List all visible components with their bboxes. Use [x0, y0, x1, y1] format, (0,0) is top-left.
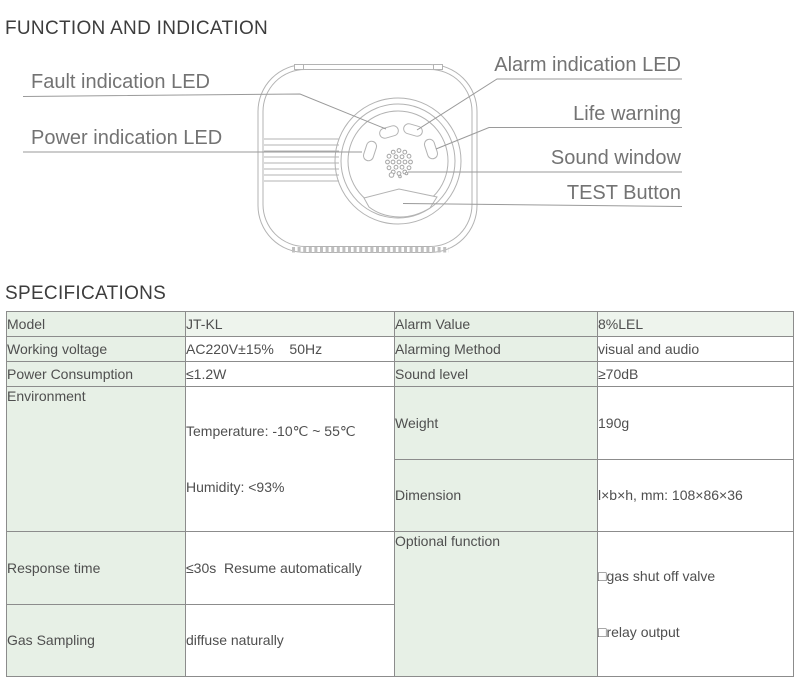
spec-alarming-method-label: Alarming Method	[394, 336, 598, 362]
spec-environment-temperature: Temperature: -10℃ ~ 55℃	[186, 423, 356, 439]
alarm-callout-line	[416, 78, 682, 131]
section-specifications-title: SPECIFICATIONS	[5, 283, 167, 304]
spec-weight-label: Weight	[394, 386, 598, 460]
life-warning-label: Life warning	[573, 103, 681, 125]
manual-page: { "sections": { "function_title": "FUNCT…	[5, 18, 794, 677]
fault-callout-line	[22, 93, 387, 130]
life-callout-line	[435, 127, 682, 150]
power-led-label: Power indication LED	[31, 127, 223, 149]
test-callout-line	[402, 203, 683, 207]
section-function-title: FUNCTION AND INDICATION	[5, 18, 269, 39]
top-notch-left	[294, 64, 304, 70]
spec-environment-value: Temperature: -10℃ ~ 55℃ Humidity: <93%	[185, 386, 395, 532]
spec-environment-humidity: Humidity: <93%	[186, 479, 285, 495]
spec-gas-sampling-label: Gas Sampling	[6, 603, 186, 677]
spec-model-value: JT-KL	[185, 311, 395, 337]
spec-sound-level-label: Sound level	[394, 361, 598, 387]
specifications-table: Model JT-KL Alarm Value 8%LEL Working vo…	[6, 311, 794, 677]
spec-power-consumption-value: ≤1.2W	[185, 361, 395, 387]
spec-working-voltage-label: Working voltage	[6, 336, 186, 362]
speaker-grille-icon	[385, 148, 413, 179]
spec-working-voltage-value: AC220V±15% 50Hz	[185, 336, 395, 362]
power-led-slot-icon	[362, 140, 378, 162]
spec-model-label: Model	[6, 311, 186, 337]
spec-weight-value: 190g	[597, 386, 794, 460]
top-notch-right	[433, 64, 443, 70]
spec-optional-function-value: □gas shut off valve □relay output	[597, 531, 794, 677]
sound-window-label: Sound window	[550, 147, 681, 169]
spec-optional-function-label: Optional function	[394, 531, 598, 677]
device-inner-case	[262, 69, 473, 247]
fault-led-slot-icon	[379, 125, 399, 139]
spec-optional-relay-output: □relay output	[598, 624, 680, 640]
life-warning-slot-icon	[423, 138, 439, 160]
spec-gas-sampling-value: diffuse naturally	[185, 603, 395, 677]
spec-power-consumption-label: Power Consumption	[6, 361, 186, 387]
spec-dimension-label: Dimension	[394, 458, 598, 532]
spec-sound-level-value: ≥70dB	[597, 361, 794, 387]
spec-alarm-value-label: Alarm Value	[394, 311, 598, 337]
spec-alarming-method-value: visual and audio	[597, 336, 794, 362]
side-vent-lines	[264, 138, 339, 182]
test-button-label: TEST Button	[566, 182, 681, 204]
alarm-led-slot-icon	[403, 123, 423, 137]
device-diagram	[22, 64, 683, 253]
spec-response-time-label: Response time	[6, 531, 186, 605]
fault-led-label: Fault indication LED	[31, 71, 210, 93]
spec-environment-label: Environment	[6, 386, 186, 532]
spec-optional-gas-valve: □gas shut off valve	[598, 568, 716, 584]
spec-dimension-value: l×b×h, mm: 108×86×36	[597, 458, 794, 532]
test-button-icon	[363, 188, 438, 218]
spec-alarm-value-value: 8%LEL	[597, 311, 794, 337]
spec-response-time-value: ≤30s Resume automatically	[185, 531, 395, 605]
alarm-led-label: Alarm indication LED	[494, 54, 681, 76]
